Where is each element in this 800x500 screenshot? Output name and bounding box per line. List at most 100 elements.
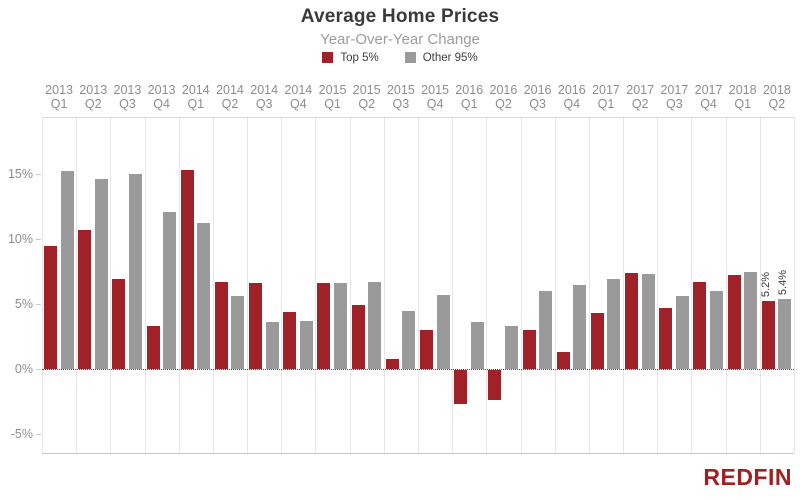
- legend-label-other95: Other 95%: [422, 51, 478, 64]
- category-axis-label: 2016 Q3: [523, 83, 552, 111]
- category-axis-label: 2014 Q1: [181, 83, 210, 111]
- category-axis-label: 2014 Q2: [216, 83, 244, 111]
- column-gridline: [42, 117, 43, 453]
- column-gridline: [520, 117, 522, 453]
- bar-other95: [299, 320, 313, 369]
- column-gridline: [691, 117, 693, 453]
- bar-top5: [693, 281, 707, 369]
- bar-other95: [197, 223, 211, 369]
- bar-other95: [607, 279, 621, 369]
- y-axis-label: 15%: [7, 166, 33, 181]
- category-axis-label: 2018 Q1: [728, 83, 757, 111]
- bar-value-label: 5.4%: [776, 269, 789, 295]
- y-axis-label: 5%: [14, 296, 33, 311]
- zero-baseline: [42, 369, 794, 370]
- bar-top5: [214, 281, 228, 369]
- category-axis-label: 2013 Q3: [113, 83, 142, 111]
- bar-other95: [265, 322, 279, 369]
- bar-top5: [146, 326, 160, 369]
- bar-top5: [590, 313, 604, 369]
- category-axis-label: 2016 Q2: [489, 83, 518, 111]
- bar-top5: [761, 301, 775, 369]
- bar-other95: [60, 171, 74, 369]
- column-gridline: [486, 117, 488, 453]
- bar-top5: [659, 307, 673, 369]
- bar-top5: [112, 279, 126, 369]
- category-axis-label: 2014 Q3: [250, 83, 279, 111]
- category-axis-label: 2015 Q3: [386, 83, 415, 111]
- bar-other95: [744, 271, 758, 369]
- category-axis-label: 2017 Q3: [660, 83, 689, 111]
- bar-other95: [128, 174, 142, 369]
- y-axis-label: -5%: [10, 426, 33, 441]
- y-axis-tick-mark: [36, 174, 41, 175]
- category-axis-label: 2013 Q1: [45, 83, 73, 111]
- column-gridline: [794, 117, 795, 453]
- bar-top5: [522, 330, 536, 369]
- bar-top5: [351, 305, 365, 369]
- y-axis-tick-mark: [36, 304, 41, 305]
- legend-item-top5: Top 5%: [322, 51, 379, 64]
- bar-top5: [44, 245, 57, 369]
- column-gridline: [725, 117, 727, 453]
- category-axis-label: 2016 Q4: [557, 83, 586, 111]
- y-axis-tick-mark: [36, 239, 41, 240]
- bar-top5: [727, 275, 741, 369]
- category-axis-label: 2017 Q2: [626, 83, 655, 111]
- bar-other95: [709, 291, 723, 369]
- bar-other95: [368, 281, 382, 369]
- plot-top-border: [42, 117, 794, 118]
- column-gridline: [144, 117, 146, 453]
- category-axis-label: 2013 Q4: [147, 83, 176, 111]
- column-gridline: [554, 117, 556, 453]
- bar-top5: [625, 272, 639, 369]
- legend-swatch-other95-icon: [404, 52, 416, 63]
- legend-label-top5: Top 5%: [340, 51, 379, 64]
- category-axis-label: 2013 Q2: [79, 83, 108, 111]
- column-gridline: [110, 117, 112, 453]
- chart-subtitle: Year-Over-Year Change: [320, 31, 480, 48]
- column-gridline: [76, 117, 78, 453]
- column-gridline: [281, 117, 283, 453]
- category-axis-label: 2016 Q1: [455, 83, 484, 111]
- category-axis-label: 2014 Q4: [284, 83, 313, 111]
- column-gridline: [623, 117, 625, 453]
- bar-other95: [470, 322, 484, 369]
- bar-top5: [317, 283, 331, 369]
- category-axis-label: 2017 Q4: [694, 83, 723, 111]
- bar-top5: [556, 352, 570, 369]
- bar-other95: [163, 211, 177, 369]
- bar-other95: [402, 310, 416, 369]
- column-gridline: [383, 117, 385, 453]
- chart-legend: Top 5% Other 95%: [0, 50, 800, 65]
- column-gridline: [452, 117, 454, 453]
- redfin-logo: REDFIN: [703, 464, 792, 490]
- column-gridline: [759, 117, 761, 453]
- y-axis-label: 10%: [7, 231, 33, 246]
- chart-title: Average Home Prices: [300, 6, 500, 27]
- bar-top5: [385, 358, 399, 369]
- bar-other95: [436, 294, 450, 369]
- bar-other95: [539, 291, 553, 369]
- category-axis-label: 2015 Q2: [352, 83, 381, 111]
- legend-item-other95: Other 95%: [404, 51, 478, 64]
- bar-other95: [778, 298, 792, 369]
- bar-other95: [641, 274, 655, 369]
- bar-top5: [249, 283, 263, 369]
- bar-other95: [333, 283, 347, 369]
- bar-other95: [573, 284, 587, 369]
- y-axis-tick-mark: [36, 434, 41, 435]
- bar-other95: [94, 179, 108, 369]
- category-axis-label: 2015 Q4: [421, 83, 449, 111]
- bar-other95: [675, 296, 689, 369]
- column-gridline: [418, 117, 419, 453]
- plot-bottom-border: [42, 453, 794, 454]
- bar-top5: [180, 170, 194, 369]
- category-axis-label: 2015 Q1: [318, 83, 347, 111]
- column-gridline: [247, 117, 249, 453]
- y-axis-label: 0%: [14, 361, 33, 376]
- category-axis-label: 2018 Q2: [762, 83, 791, 111]
- y-axis-tick-mark: [36, 369, 41, 370]
- column-gridline: [315, 117, 317, 453]
